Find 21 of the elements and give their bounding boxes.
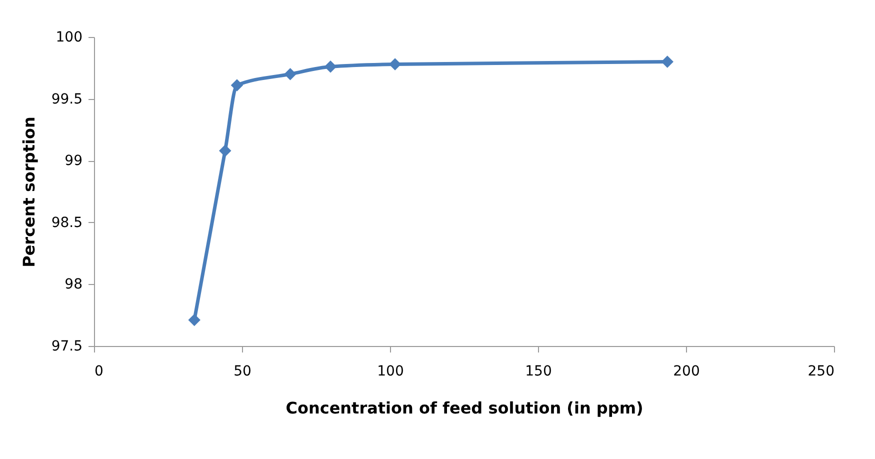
x-tick-label: 200: [673, 364, 700, 380]
x-tick-label: 100: [377, 364, 404, 380]
point: [219, 144, 232, 157]
point: [188, 314, 200, 326]
point: [388, 58, 402, 70]
y-tick-label: 99.5: [51, 91, 82, 108]
x-tick-label: 150: [525, 364, 552, 380]
point: [230, 79, 244, 92]
point: [661, 56, 674, 68]
point: [324, 60, 337, 73]
y-tick-label: 98: [64, 276, 82, 293]
point: [284, 68, 296, 80]
x-axis-title: Concentration of feed solution (in ppm): [286, 398, 644, 418]
x-tick-label: 0: [94, 364, 104, 380]
y-tick-label: 98.5: [51, 214, 82, 231]
x-tick-label: 50: [234, 364, 252, 380]
y-axis-title: Percent sorption: [19, 116, 38, 268]
y-tick-label: 97.5: [51, 338, 82, 354]
x-tick-label: 250: [808, 364, 834, 380]
y-tick-label: 100: [56, 30, 82, 46]
y-tick-label: 99: [64, 153, 82, 170]
